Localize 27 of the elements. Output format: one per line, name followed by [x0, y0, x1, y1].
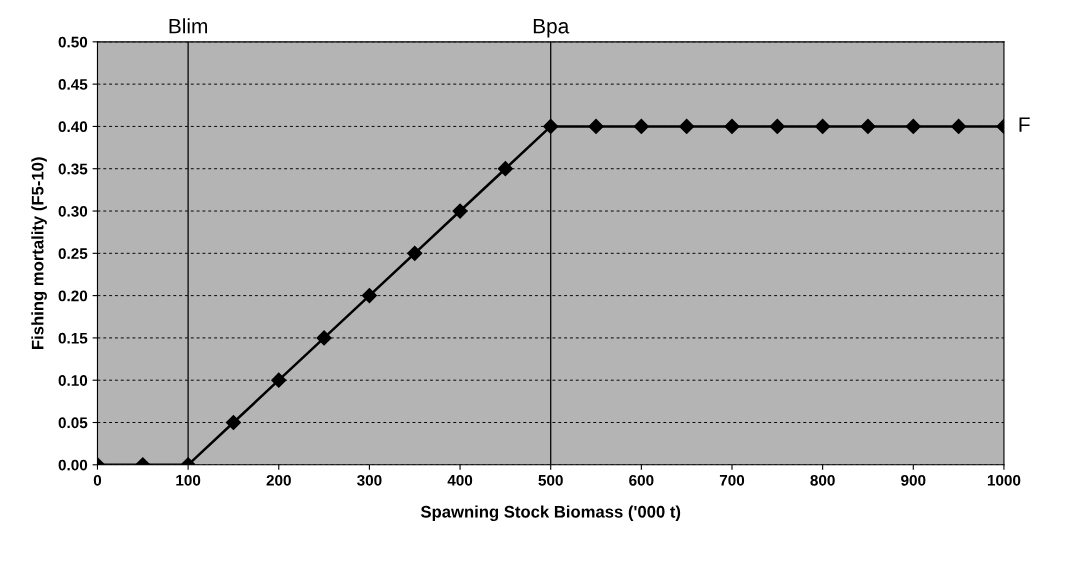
- y-tick-label: 0.50: [58, 36, 88, 48]
- x-tick-label: 100: [176, 474, 201, 486]
- x-tick-label: 400: [447, 474, 473, 486]
- y-tick-label: 0.20: [58, 290, 88, 302]
- y-tick-label: 0.45: [58, 79, 88, 90]
- x-tick-label: 600: [629, 474, 654, 486]
- x-tick-label: 200: [266, 474, 291, 486]
- ref-line-label: Blim: [169, 18, 207, 34]
- y-tick-label: 0.40: [58, 121, 88, 133]
- y-tick-label: 0.35: [58, 163, 88, 175]
- x-tick-label: 900: [901, 474, 926, 486]
- x-tick-label: 500: [538, 474, 563, 486]
- y-tick-label: 0.05: [58, 417, 88, 429]
- ref-line-label: Bpa: [533, 18, 570, 38]
- x-tick-label: 700: [719, 474, 745, 486]
- y-tick-label: 0.15: [58, 332, 88, 344]
- x-tick-label: 300: [357, 474, 382, 486]
- x-tick-label: 0: [93, 474, 102, 486]
- x-tick-label: 800: [810, 474, 835, 486]
- x-axis-title: Spawning Stock Biomass ('000 t): [420, 505, 681, 522]
- y-tick-label: 0.00: [58, 459, 88, 471]
- series-label: F: [1019, 117, 1030, 132]
- y-axis-title: Fishing mortality (F5-10): [31, 157, 47, 349]
- y-tick-label: 0.10: [58, 375, 88, 386]
- y-tick-label: 0.25: [58, 248, 88, 259]
- y-tick-label: 0.30: [58, 205, 88, 217]
- x-tick-label: 1000: [987, 474, 1021, 486]
